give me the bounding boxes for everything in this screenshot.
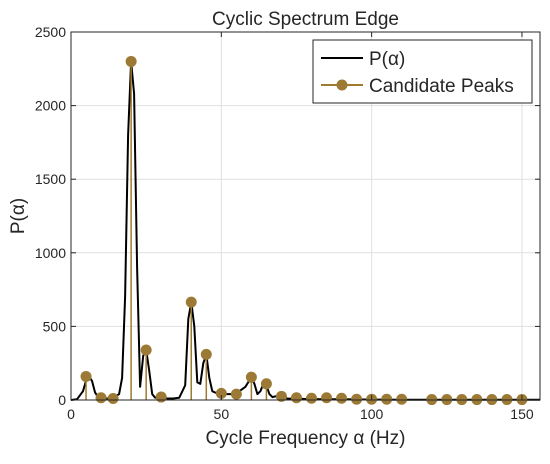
peak-marker bbox=[125, 55, 137, 67]
x-tick-label: 100 bbox=[360, 406, 384, 422]
peak-marker bbox=[351, 393, 363, 405]
legend-label: P(α) bbox=[369, 49, 405, 70]
peak-marker bbox=[95, 392, 107, 404]
x-tick-label: 150 bbox=[510, 406, 534, 422]
peak-marker bbox=[200, 348, 212, 360]
peak-marker bbox=[275, 390, 287, 402]
peak-marker bbox=[396, 393, 408, 405]
peak-marker bbox=[140, 344, 152, 356]
peak-marker bbox=[155, 391, 167, 403]
y-tick-label: 1500 bbox=[35, 171, 66, 187]
y-tick-label: 500 bbox=[43, 318, 67, 334]
legend-label: Candidate Peaks bbox=[369, 76, 514, 97]
chart-title: Cyclic Spectrum Edge bbox=[212, 9, 399, 30]
legend: P(α) Candidate Peaks bbox=[312, 39, 533, 104]
peak-marker bbox=[230, 388, 242, 400]
legend-swatch-marker bbox=[336, 79, 348, 91]
peak-marker bbox=[245, 371, 257, 383]
peak-marker bbox=[381, 393, 393, 405]
x-axis-title: Cycle Frequency α (Hz) bbox=[206, 428, 406, 449]
peak-marker bbox=[306, 392, 318, 404]
y-tick-label: 2500 bbox=[35, 24, 66, 40]
peak-marker bbox=[107, 393, 119, 405]
x-tick-label: 0 bbox=[67, 406, 75, 422]
peak-marker bbox=[260, 378, 272, 390]
axes-box bbox=[70, 31, 541, 401]
peak-marker bbox=[321, 392, 333, 404]
y-tick-label: 1000 bbox=[35, 245, 66, 261]
x-tick-label: 50 bbox=[214, 406, 230, 422]
y-tick-label: 2000 bbox=[35, 98, 66, 114]
y-axis-title: P(α) bbox=[8, 198, 29, 234]
legend-box bbox=[312, 39, 533, 104]
peak-marker bbox=[336, 392, 348, 404]
peak-marker bbox=[80, 370, 92, 382]
y-tick-label: 0 bbox=[58, 392, 66, 408]
peak-marker bbox=[185, 296, 197, 308]
peak-marker bbox=[290, 392, 302, 404]
